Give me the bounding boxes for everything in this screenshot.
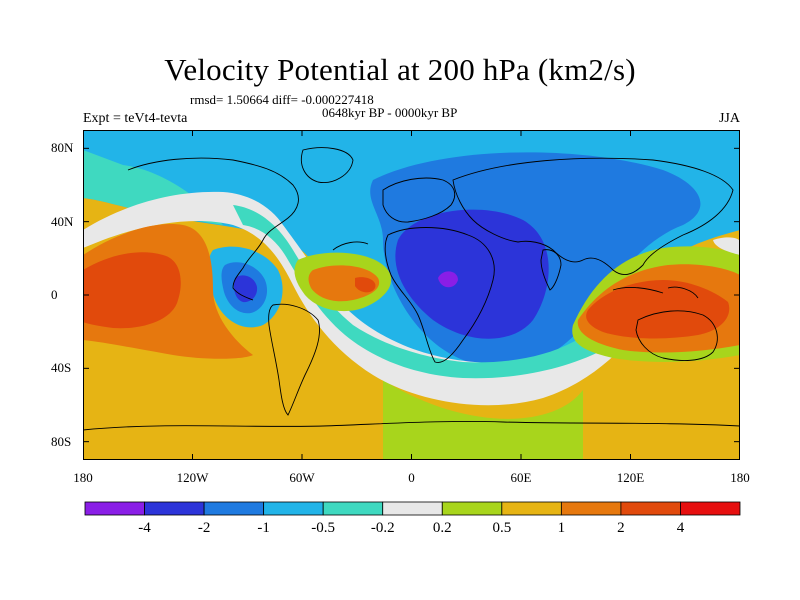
india-outline <box>540 249 562 291</box>
band-asia-white <box>713 237 740 255</box>
x-tick-label: 60W <box>289 470 315 485</box>
season-label: JJA <box>718 111 740 126</box>
band-atlantic-orange <box>308 265 380 302</box>
band-atlantic-red <box>355 277 376 293</box>
experiment-label: Expt = teVt4-tevta <box>83 111 188 126</box>
band-south-polar <box>383 380 583 460</box>
colorbar-swatch <box>382 501 443 516</box>
colorbar-swatch <box>441 501 503 516</box>
asia-outline <box>452 157 734 276</box>
x-tick-label: 60E <box>510 470 532 485</box>
y-tick-label: 80N <box>51 140 74 156</box>
colorbar-tick-label: -2 <box>197 520 211 536</box>
colorbar-tick-label: -0.2 <box>370 520 395 536</box>
x-tick-label: 120E <box>616 470 645 485</box>
x-tick-label: 180 <box>730 470 750 485</box>
colorbar-swatch <box>144 501 205 516</box>
chart-title: Velocity Potential at 200 hPa (km2/s) <box>164 52 636 87</box>
band-core-purple <box>438 271 458 288</box>
colorbar-swatch <box>322 501 384 516</box>
colorbar-tick-label: 1 <box>557 520 566 536</box>
colorbar-swatch <box>203 501 265 516</box>
x-tick-label: 120W <box>176 470 209 485</box>
map-panel <box>83 130 740 460</box>
colorbar <box>84 501 741 516</box>
band-zero-ribbon <box>83 191 638 406</box>
y-tick-label: 80S <box>51 433 72 449</box>
africa-outline <box>384 227 495 363</box>
colorbar-swatch <box>84 501 145 516</box>
greenland-outline <box>300 147 354 183</box>
y-tick-label: 40S <box>51 360 72 376</box>
y-tick-label: 0 <box>51 287 58 302</box>
coastline-layer <box>83 147 740 431</box>
ellipse-outline <box>332 241 369 251</box>
colorbar-tick-label: 2 <box>617 520 625 536</box>
band-americas-dark <box>233 275 258 303</box>
indonesia-outline <box>612 286 699 299</box>
colorbar-tick-label: 0.5 <box>492 520 512 536</box>
y-tick-label: 40N <box>51 213 74 229</box>
band-indopacific-red <box>586 280 730 339</box>
x-tick-label: 180 <box>73 470 93 485</box>
colorbar-swatch <box>620 501 681 516</box>
colorbar-swatch <box>263 501 324 516</box>
velocity-potential-map <box>83 130 740 460</box>
colorbar-swatch <box>560 501 622 516</box>
north-america-outline <box>127 157 299 301</box>
colorbar-tick-label: -0.5 <box>311 520 336 536</box>
colorbar-swatch <box>680 501 741 516</box>
antarctica-outline <box>83 421 740 431</box>
period-text: 0648kyr BP - 0000kyr BP <box>322 105 458 120</box>
x-tick-label: 0 <box>408 470 415 485</box>
colorbar-tick-label: -4 <box>138 520 151 536</box>
map-frame <box>83 130 740 460</box>
colorbar-swatch <box>501 501 562 516</box>
contour-fill-layer <box>83 130 740 460</box>
south-america-outline <box>268 303 320 416</box>
colorbar-tick-label: 0.2 <box>432 520 452 536</box>
band-pacific-red <box>83 252 181 329</box>
europe-outline <box>382 177 456 223</box>
colorbar-tick-label: 4 <box>676 520 685 536</box>
colorbar-tick-label: -1 <box>257 520 270 536</box>
australia-outline <box>635 310 718 361</box>
stats-text: rmsd= 1.50664 diff= -0.000227418 <box>190 92 374 107</box>
band-core-dark-blue <box>395 209 549 339</box>
